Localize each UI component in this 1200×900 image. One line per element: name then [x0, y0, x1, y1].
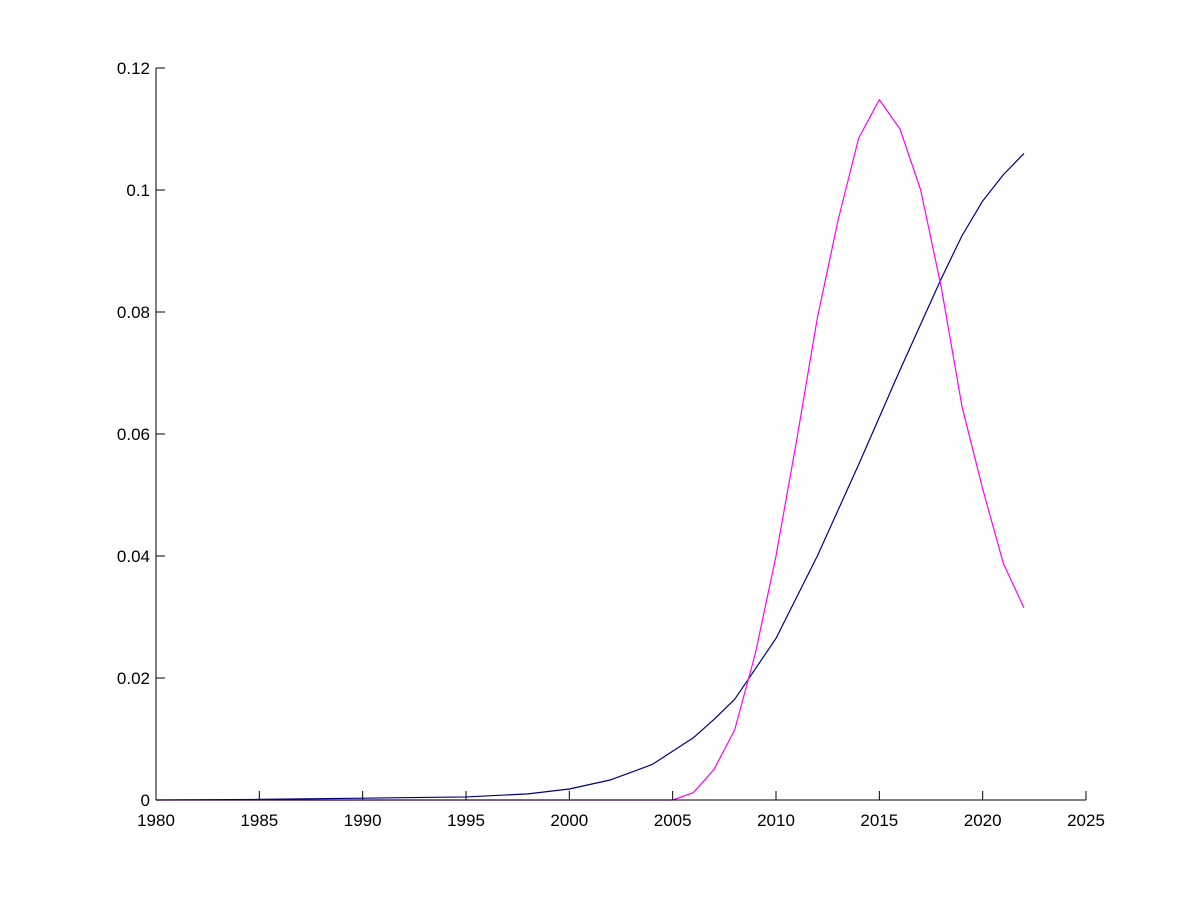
x-tick-label: 1985	[240, 811, 278, 830]
y-tick-label: 0	[141, 791, 150, 810]
x-tick-label: 1990	[344, 811, 382, 830]
y-tick-label: 0.08	[117, 303, 150, 322]
x-tick-label: 2015	[860, 811, 898, 830]
series-line-1	[155, 152, 1025, 801]
x-tick-label: 2000	[550, 811, 588, 830]
x-tick-label: 2020	[964, 811, 1002, 830]
x-tick-label: 2010	[757, 811, 795, 830]
x-tick-label: 1995	[447, 811, 485, 830]
series-layer	[155, 99, 1025, 801]
series-line-2	[156, 99, 1025, 801]
y-tick-label: 0.1	[126, 181, 150, 200]
x-tick-label: 1980	[137, 811, 175, 830]
y-tick-label: 0.06	[117, 425, 150, 444]
x-tick-label: 2025	[1067, 811, 1105, 830]
y-tick-label: 0.04	[117, 547, 150, 566]
y-tick-label: 0.12	[117, 59, 150, 78]
x-tick-label: 2005	[654, 811, 692, 830]
y-tick-label: 0.02	[117, 669, 150, 688]
axes-layer: 1980 1985 1990 1995 2000 2005 2010 2015 2020 2025…	[117, 59, 1105, 830]
